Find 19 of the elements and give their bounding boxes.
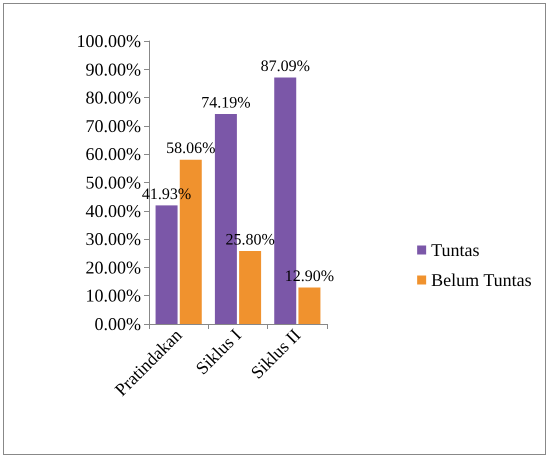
y-tick-label: 90.00%: [86, 59, 141, 80]
y-tick-label: 30.00%: [86, 229, 141, 250]
bar: [298, 287, 320, 324]
y-tick-label: 70.00%: [86, 116, 141, 136]
y-tick-label: 40.00%: [86, 200, 141, 221]
y-tick-label: 100.00%: [76, 31, 141, 51]
y-tick-label: 20.00%: [86, 257, 141, 278]
data-label: 87.09%: [260, 58, 310, 76]
y-tick-label: 60.00%: [86, 144, 141, 164]
bar: [239, 250, 262, 324]
y-tick-label: 10.00%: [86, 286, 141, 306]
legend-label: Tuntas: [431, 240, 480, 260]
legend-label: Belum Tuntas: [431, 270, 532, 290]
y-tick-label: 50.00%: [86, 172, 141, 192]
data-label: 58.06%: [166, 140, 216, 158]
y-tick-label: 0.00%: [94, 314, 141, 334]
y-tick-label: 80.00%: [86, 88, 141, 108]
data-label: 74.19%: [201, 94, 251, 112]
bar: [156, 205, 178, 324]
